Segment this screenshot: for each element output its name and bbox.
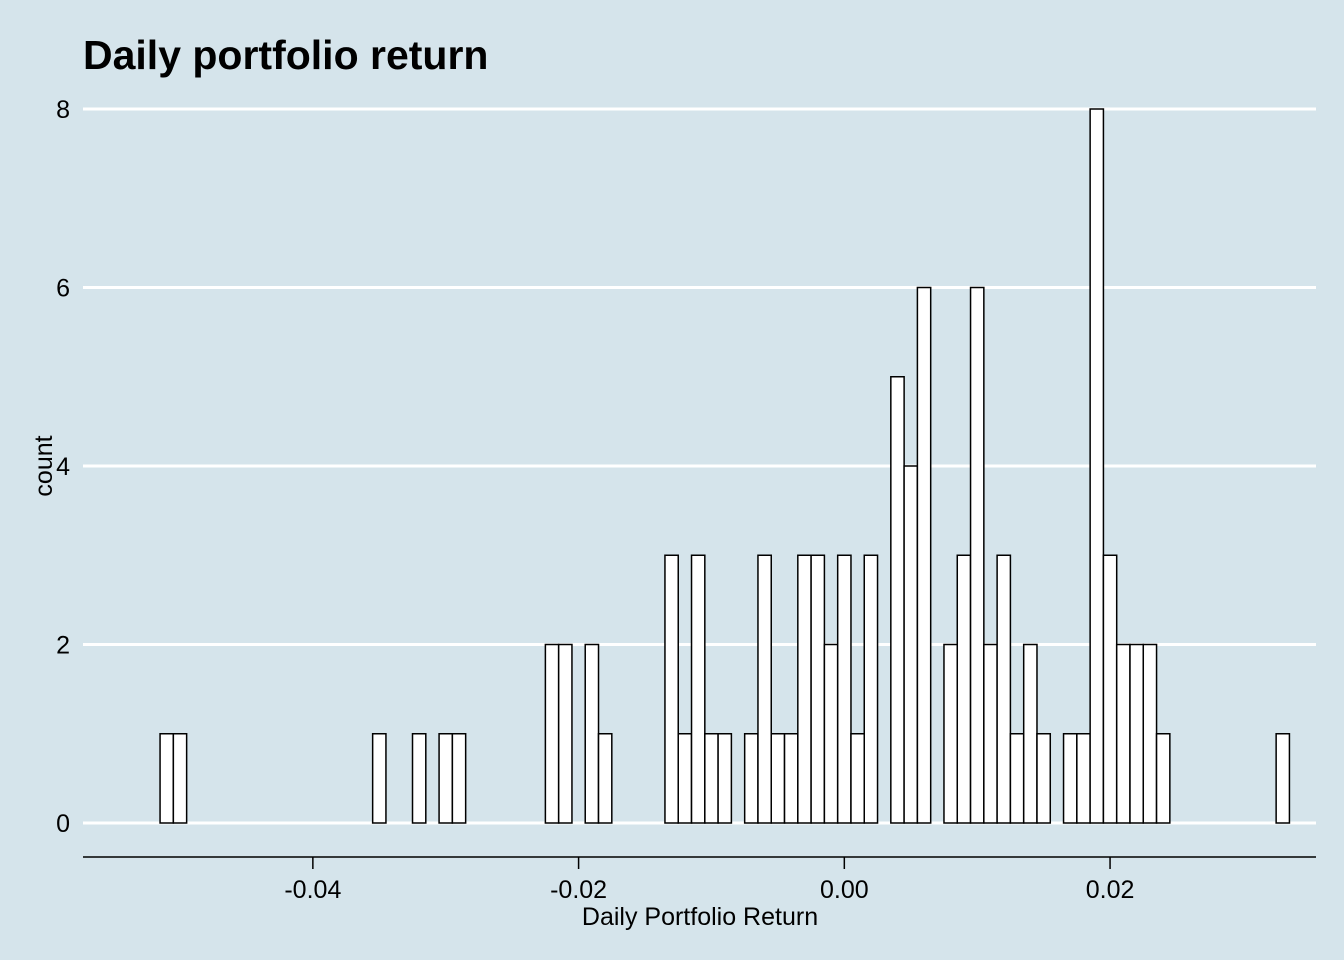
histogram-bar — [943, 643, 959, 824]
histogram-bar — [371, 733, 387, 824]
histogram-bar — [172, 733, 188, 824]
histogram-bar — [1022, 643, 1038, 824]
y-axis-title: count — [30, 435, 58, 496]
histogram-bar — [704, 733, 719, 824]
histogram-bar — [1009, 733, 1025, 824]
histogram-bar — [159, 733, 175, 824]
histogram-bar — [717, 733, 733, 824]
histogram-bar — [983, 643, 998, 824]
histogram-bar — [850, 733, 866, 824]
histogram-bar — [996, 554, 1012, 824]
histogram-bar — [1115, 643, 1131, 824]
histogram-bar — [969, 286, 985, 824]
histogram-bar — [863, 554, 879, 824]
histogram-bar — [916, 286, 932, 824]
y-tick-label: 4 — [56, 453, 70, 481]
histogram-bar — [451, 733, 467, 824]
histogram-bar — [836, 554, 852, 824]
x-axis-ticks: -0.04 -0.02 0.00 0.02 — [284, 857, 1134, 904]
histogram-bar — [823, 643, 839, 824]
x-tick-label: 0.02 — [1086, 876, 1135, 904]
x-tick-label: -0.02 — [550, 876, 607, 904]
histogram-bar — [757, 554, 773, 824]
y-tick-label: 6 — [56, 275, 70, 303]
histogram-bar — [1089, 108, 1105, 824]
y-axis-ticks: 0 2 4 6 8 — [56, 96, 70, 838]
histogram-bar — [597, 733, 613, 824]
x-tick-label: 0.00 — [820, 876, 869, 904]
histogram-bar — [1076, 733, 1091, 824]
histogram-bar — [411, 733, 427, 824]
histogram-bar — [890, 376, 905, 824]
histogram-bar — [677, 733, 693, 824]
chart-title: Daily portfolio return — [83, 32, 488, 78]
histogram-bar — [783, 733, 799, 824]
histogram-bar — [956, 554, 972, 824]
y-tick-label: 0 — [56, 810, 70, 838]
y-tick-label: 8 — [56, 96, 70, 124]
histogram-bar — [810, 554, 826, 824]
histogram-bar — [664, 554, 679, 824]
histogram-bars — [159, 108, 1291, 824]
histogram-bar — [903, 465, 919, 824]
histogram-bar — [770, 733, 786, 824]
histogram-bar — [1036, 733, 1052, 824]
histogram-bar — [584, 643, 600, 824]
histogram-bar — [743, 733, 759, 824]
histogram-bar — [797, 554, 812, 824]
y-tick-label: 2 — [56, 632, 70, 660]
histogram-bar — [690, 554, 706, 824]
histogram-bar — [1155, 733, 1171, 824]
x-axis-title: Daily Portfolio Return — [582, 903, 818, 931]
histogram-bar — [557, 643, 573, 824]
histogram-bar — [544, 643, 560, 824]
x-tick-label: -0.04 — [284, 876, 341, 904]
histogram-bar — [1102, 554, 1118, 824]
histogram-bar — [1275, 733, 1291, 824]
histogram-bar — [1062, 733, 1078, 824]
histogram-bar — [438, 733, 454, 824]
histogram-bar — [1129, 643, 1145, 824]
histogram-bar — [1142, 643, 1158, 824]
